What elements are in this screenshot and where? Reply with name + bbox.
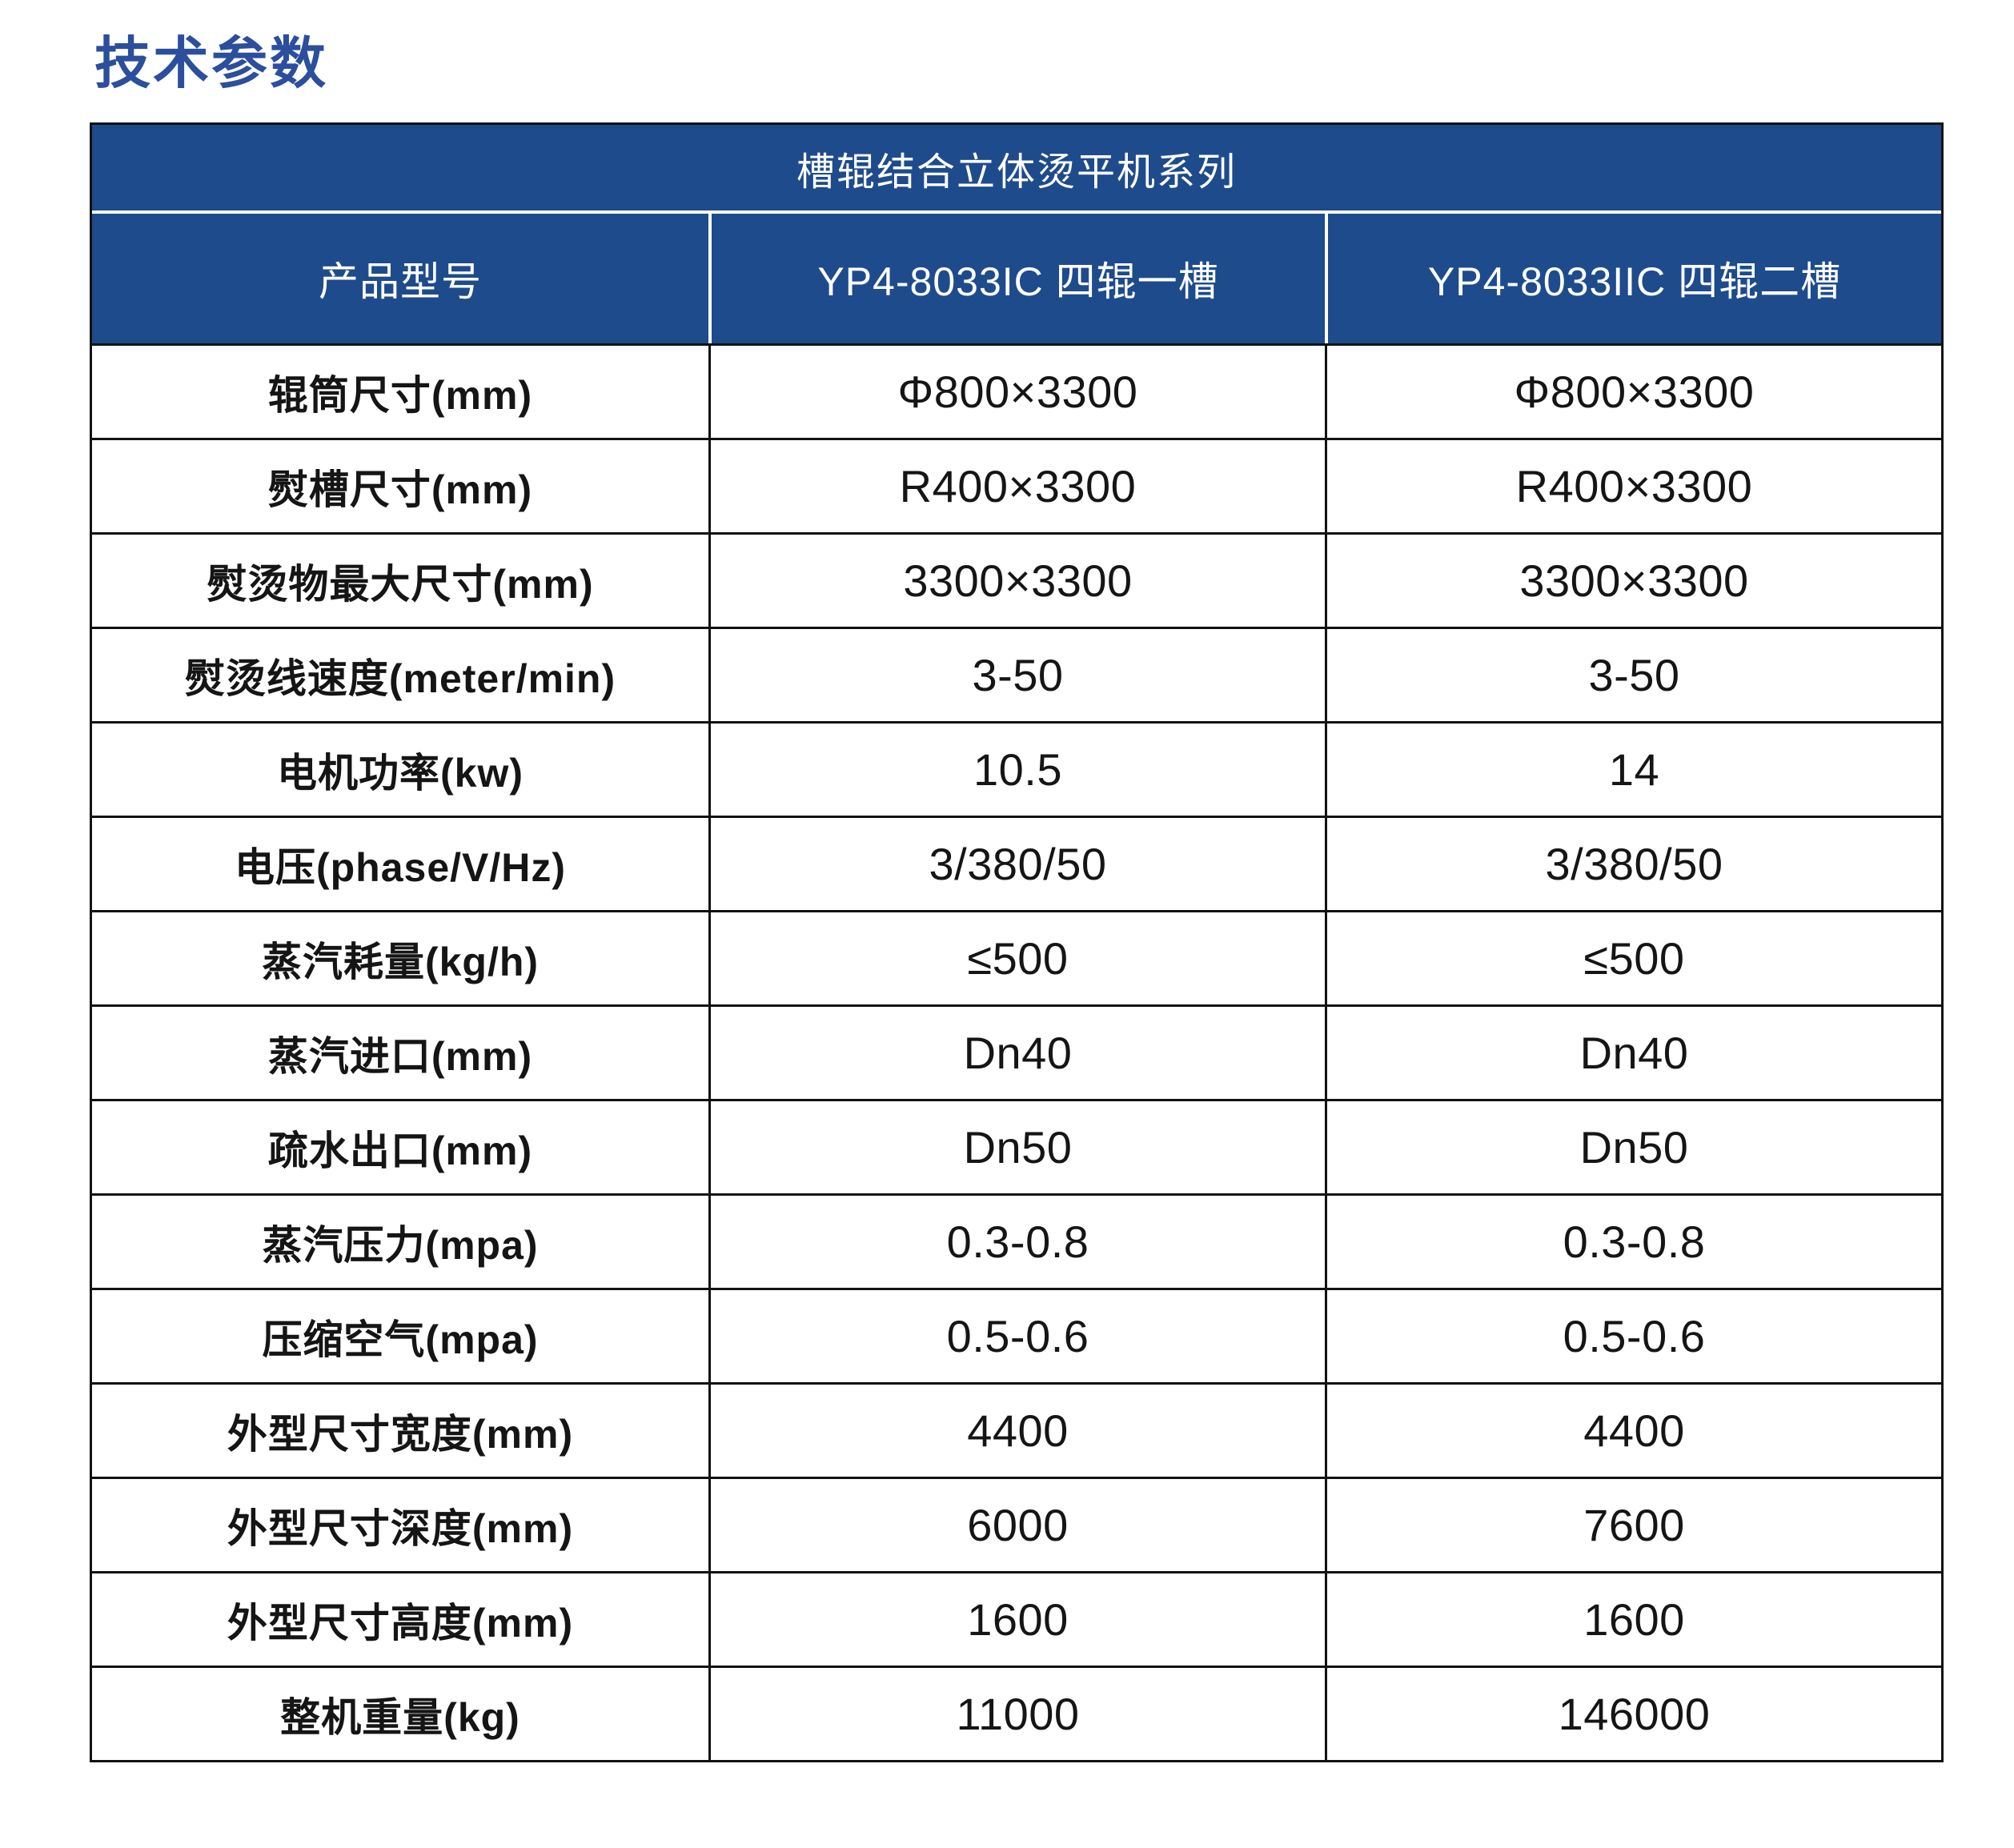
spec-label-cell: 压缩空气(mpa) (92, 1288, 708, 1382)
spec-value-cell: Φ800×3300 (1325, 343, 1941, 438)
table-row: 电压(phase/V/Hz) 3/380/50 3/380/50 (92, 816, 1941, 910)
table-row: 外型尺寸深度(mm) 6000 7600 (92, 1477, 1941, 1571)
spec-label-cell: 外型尺寸高度(mm) (92, 1571, 708, 1666)
table-row: 外型尺寸高度(mm) 1600 1600 (92, 1571, 1941, 1666)
spec-value-cell: 1600 (708, 1571, 1325, 1666)
spec-label-cell: 电压(phase/V/Hz) (92, 816, 708, 910)
spec-value-cell: 7600 (1325, 1477, 1941, 1571)
spec-label-cell: 外型尺寸深度(mm) (92, 1477, 708, 1571)
table-row: 压缩空气(mpa) 0.5-0.6 0.5-0.6 (92, 1288, 1941, 1382)
spec-label-cell: 电机功率(kw) (92, 721, 708, 816)
spec-value-cell: 6000 (708, 1477, 1325, 1571)
spec-label-cell: 外型尺寸宽度(mm) (92, 1382, 708, 1477)
series-title-row: 槽辊结合立体烫平机系列 (92, 125, 1941, 214)
page-title: 技术参数 (94, 32, 328, 94)
spec-value-cell: 3-50 (708, 627, 1325, 721)
spec-value-cell: 0.5-0.6 (1325, 1288, 1941, 1382)
spec-value-cell: Dn40 (1325, 1004, 1941, 1099)
spec-label-cell: 蒸汽压力(mpa) (92, 1193, 708, 1288)
table-row: 蒸汽压力(mpa) 0.3-0.8 0.3-0.8 (92, 1193, 1941, 1288)
spec-value-cell: 1600 (1325, 1571, 1941, 1666)
spec-label-cell: 蒸汽进口(mm) (92, 1004, 708, 1099)
spec-value-cell: 3/380/50 (1325, 816, 1941, 910)
table-row: 外型尺寸宽度(mm) 4400 4400 (92, 1382, 1941, 1477)
spec-value-cell: 0.3-0.8 (708, 1193, 1325, 1288)
spec-value-cell: 3/380/50 (708, 816, 1325, 910)
spec-table-body: 辊筒尺寸(mm) Φ800×3300 Φ800×3300 熨槽尺寸(mm) R400×3… (92, 343, 1941, 1760)
spec-value-cell: 4400 (1325, 1382, 1941, 1477)
spec-value-cell: 10.5 (708, 721, 1325, 816)
spec-value-cell: Dn40 (708, 1004, 1325, 1099)
spec-value-cell: 0.5-0.6 (708, 1288, 1325, 1382)
spec-value-cell: 3300×3300 (1325, 532, 1941, 627)
table-row: 熨槽尺寸(mm) R400×3300 R400×3300 (92, 438, 1941, 532)
spec-value-cell: Dn50 (1325, 1099, 1941, 1193)
column-header-product-model: 产品型号 (92, 214, 708, 343)
spec-value-cell: 11000 (708, 1666, 1325, 1760)
series-title: 槽辊结合立体烫平机系列 (92, 125, 1941, 214)
spec-table: 槽辊结合立体烫平机系列 产品型号 YP4-8033IC 四辊一槽 YP4-803… (90, 122, 1944, 1762)
column-header-row: 产品型号 YP4-8033IC 四辊一槽 YP4-8033IIC 四辊二槽 (92, 214, 1941, 343)
column-header-model-1: YP4-8033IC 四辊一槽 (708, 214, 1325, 343)
spec-value-cell: Dn50 (708, 1099, 1325, 1193)
spec-value-cell: 3-50 (1325, 627, 1941, 721)
table-row: 熨烫物最大尺寸(mm) 3300×3300 3300×3300 (92, 532, 1941, 627)
spec-label-cell: 辊筒尺寸(mm) (92, 343, 708, 438)
spec-label-cell: 熨烫物最大尺寸(mm) (92, 532, 708, 627)
spec-value-cell: ≤500 (1325, 910, 1941, 1004)
spec-value-cell: 4400 (708, 1382, 1325, 1477)
spec-label-cell: 疏水出口(mm) (92, 1099, 708, 1193)
spec-value-cell: Φ800×3300 (708, 343, 1325, 438)
content-area: 技术参数 槽辊结合立体烫平机系列 产品型号 YP4-8033IC 四辊一槽 YP… (90, 32, 1944, 1762)
spec-value-cell: R400×3300 (708, 438, 1325, 532)
table-row: 蒸汽进口(mm) Dn40 Dn40 (92, 1004, 1941, 1099)
spec-value-cell: 0.3-0.8 (1325, 1193, 1941, 1288)
table-row: 疏水出口(mm) Dn50 Dn50 (92, 1099, 1941, 1193)
table-row: 电机功率(kw) 10.5 14 (92, 721, 1941, 816)
spec-table-header: 槽辊结合立体烫平机系列 产品型号 YP4-8033IC 四辊一槽 YP4-803… (92, 125, 1941, 343)
spec-label-cell: 熨槽尺寸(mm) (92, 438, 708, 532)
spec-value-cell: 14 (1325, 721, 1941, 816)
spec-label-cell: 整机重量(kg) (92, 1666, 708, 1760)
spec-value-cell: ≤500 (708, 910, 1325, 1004)
table-row: 辊筒尺寸(mm) Φ800×3300 Φ800×3300 (92, 343, 1941, 438)
spec-value-cell: 3300×3300 (708, 532, 1325, 627)
spec-value-cell: R400×3300 (1325, 438, 1941, 532)
spec-label-cell: 蒸汽耗量(kg/h) (92, 910, 708, 1004)
spec-value-cell: 146000 (1325, 1666, 1941, 1760)
table-row: 熨烫线速度(meter/min) 3-50 3-50 (92, 627, 1941, 721)
table-row: 整机重量(kg) 11000 146000 (92, 1666, 1941, 1760)
table-row: 蒸汽耗量(kg/h) ≤500 ≤500 (92, 910, 1941, 1004)
spec-label-cell: 熨烫线速度(meter/min) (92, 627, 708, 721)
column-header-model-2: YP4-8033IIC 四辊二槽 (1325, 214, 1941, 343)
